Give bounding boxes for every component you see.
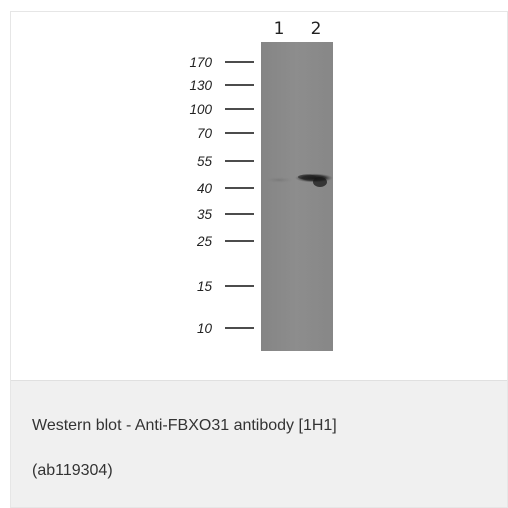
mw-label-15: 15 [197,279,213,294]
figure-card: 1 2 170 130 100 70 55 40 35 25 [10,11,508,508]
caption-panel: Western blot - Anti-FBXO31 antibody [1H1… [11,380,507,507]
mw-label-10: 10 [197,321,213,336]
lane-label-1: 1 [274,19,285,39]
caption-product-code: (ab119304) [32,462,113,479]
blot-figure: 1 2 170 130 100 70 55 40 35 25 [189,19,333,351]
blot-membrane [261,42,333,351]
mw-label-35: 35 [197,207,213,222]
mw-label-40: 40 [197,181,213,196]
caption-title: Western blot - Anti-FBXO31 antibody [1H1… [32,417,337,434]
mw-markers: 170 130 100 70 55 40 35 25 15 10 [189,55,254,336]
mw-label-170: 170 [189,55,212,70]
mw-label-130: 130 [189,78,212,93]
mw-label-100: 100 [189,102,212,117]
lane-label-2: 2 [311,19,322,39]
mw-label-70: 70 [197,126,213,141]
mw-label-55: 55 [197,154,213,169]
western-blot-image[interactable]: 1 2 170 130 100 70 55 40 35 25 [11,12,507,380]
lane-1-faint-signal [265,177,293,183]
mw-label-25: 25 [196,234,213,249]
lane-2-band [295,173,333,187]
